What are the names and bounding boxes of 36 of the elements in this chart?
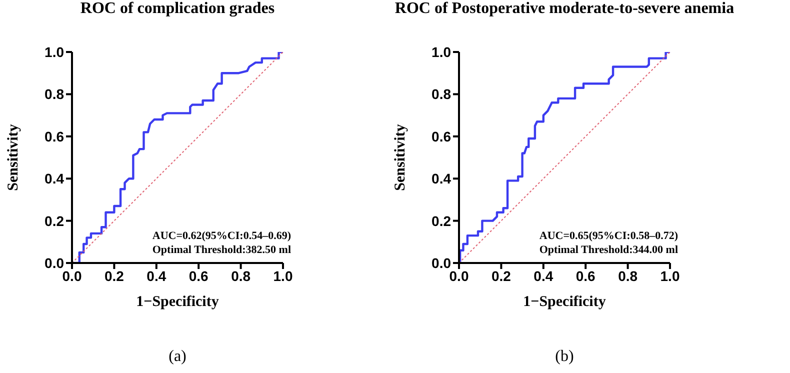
- x-tick-label: 0.0: [62, 268, 82, 284]
- x-tick-label: 1.0: [660, 268, 680, 284]
- x-tick-label: 0.2: [491, 268, 512, 284]
- x-tick-label: 0.0: [449, 268, 469, 284]
- chart-title: ROC of complication grades: [79, 0, 276, 18]
- x-axis-title: 1−Specificity: [522, 294, 607, 311]
- y-tick-label: 0.2: [432, 212, 452, 229]
- y-tick-label: 1.0: [432, 44, 452, 60]
- x-tick-label: 1.0: [273, 268, 293, 284]
- y-tick-label: 0.6: [432, 128, 452, 144]
- y-axis-title: Sensitivity: [392, 124, 408, 191]
- x-tick-label: 0.4: [534, 268, 554, 284]
- chart-title: ROC of Postoperative moderate-to-severe anemia: [394, 0, 736, 18]
- x-tick-label: 0.8: [618, 268, 638, 284]
- x-axis-title: 1−Specificity: [135, 294, 220, 311]
- y-tick-label: 1.0: [44, 44, 64, 60]
- text: (b): [554, 348, 575, 366]
- x-tick-label: 0.8: [231, 268, 251, 284]
- text: (a): [168, 348, 188, 366]
- y-tick-label: 0.0: [44, 254, 64, 271]
- y-tick-label: 0.2: [44, 212, 64, 229]
- annotation: Optimal Threshold:382.50 ml: [152, 244, 291, 256]
- y-tick-label: 0.6: [44, 128, 64, 144]
- y-tick-label: 0.4: [432, 170, 452, 187]
- y-axis-title: Sensitivity: [5, 124, 22, 191]
- x-tick-label: 0.6: [576, 268, 596, 284]
- x-tick-label: 0.4: [146, 268, 166, 284]
- annotation: AUC=0.65(95%CI:0.58–0.72): [539, 230, 678, 242]
- x-tick-label: 0.2: [104, 268, 124, 284]
- y-tick-label: 0.8: [432, 86, 452, 102]
- y-tick-label: 0.8: [44, 86, 64, 102]
- y-tick-label: 0.0: [432, 254, 452, 271]
- annotation: Optimal Threshold:344.00 ml: [539, 244, 678, 256]
- y-tick-label: 0.4: [44, 170, 64, 187]
- annotation: AUC=0.62(95%CI:0.54–0.69): [152, 230, 291, 242]
- x-tick-label: 0.6: [188, 268, 209, 284]
